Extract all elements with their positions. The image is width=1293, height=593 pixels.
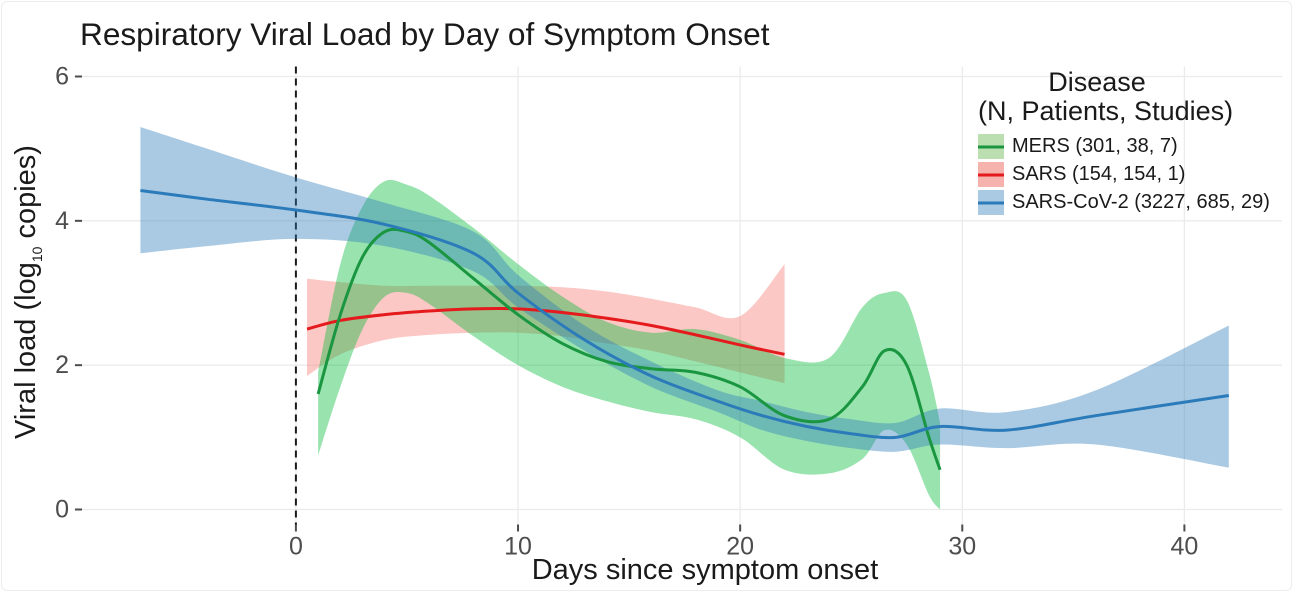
svg-text:0: 0: [55, 496, 69, 524]
svg-text:6: 6: [55, 63, 69, 91]
svg-text:2: 2: [55, 351, 69, 379]
svg-text:4: 4: [55, 207, 69, 235]
